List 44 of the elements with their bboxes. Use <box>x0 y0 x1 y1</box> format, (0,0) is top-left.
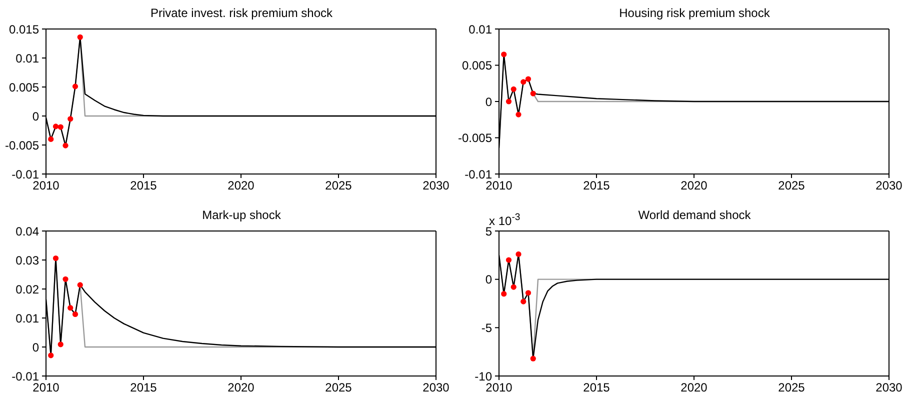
chart-title: Mark-up shock <box>201 208 282 222</box>
chart-title: World demand shock <box>638 208 751 222</box>
x-tick-label: 2010 <box>486 178 513 193</box>
y-tick-label: 0.01 <box>16 51 40 66</box>
x-tick-label: 2025 <box>778 178 806 193</box>
y-tick-label: -5 <box>481 320 492 334</box>
y-tick-label: -0.005 <box>4 138 40 152</box>
x-tick-label: 2030 <box>876 380 903 394</box>
chart-title: Housing risk premium shock <box>618 6 771 20</box>
x-tick-label: 2010 <box>486 380 513 394</box>
x-tick-label: 2020 <box>680 178 708 193</box>
x-tick-label: 2010 <box>32 380 60 394</box>
x-tick-label: 2015 <box>583 178 610 193</box>
x-tick-label: 2015 <box>583 380 610 394</box>
x-tick-label: 2030 <box>422 178 450 193</box>
y-tick-label: 0 <box>32 340 40 354</box>
x-tick-label: 2030 <box>422 380 450 394</box>
y-tick-label: 0.005 <box>8 80 40 94</box>
chart-title: Private invest. risk premium shock <box>149 6 334 20</box>
y-tick-label: 0.005 <box>462 58 492 73</box>
x-tick-label: 2010 <box>32 178 60 193</box>
y-tick-label: -0.01 <box>12 368 40 383</box>
x-tick-label: 2020 <box>680 380 708 394</box>
y-tick-label: 0 <box>485 94 492 109</box>
y-tick-label: 0 <box>32 109 40 124</box>
y-tick-label: 0.01 <box>16 310 40 325</box>
x-tick-label: 2025 <box>325 178 352 193</box>
y-tick-label: 0 <box>485 272 492 286</box>
y-tick-label: 0.015 <box>8 22 40 36</box>
x-tick-label: 2025 <box>325 380 352 394</box>
y-tick-label: 0.01 <box>468 22 492 36</box>
y-tick-label: -0.005 <box>458 131 492 146</box>
y-tick-label: -0.01 <box>464 167 492 182</box>
x-tick-label: 2025 <box>778 380 806 394</box>
y-tick-label: -0.01 <box>12 167 40 182</box>
y-tick-label: 0.02 <box>16 282 40 296</box>
x-tick-label: 2020 <box>228 178 255 193</box>
y-tick-label: 0.03 <box>16 252 40 267</box>
y-tick-label: -10 <box>474 368 492 383</box>
x-tick-label: 2020 <box>228 380 255 394</box>
y-tick-label: 0.04 <box>16 224 40 238</box>
x-tick-label: 2015 <box>130 380 158 394</box>
x-tick-label: 2030 <box>876 178 903 193</box>
x-tick-label: 2015 <box>130 178 158 193</box>
